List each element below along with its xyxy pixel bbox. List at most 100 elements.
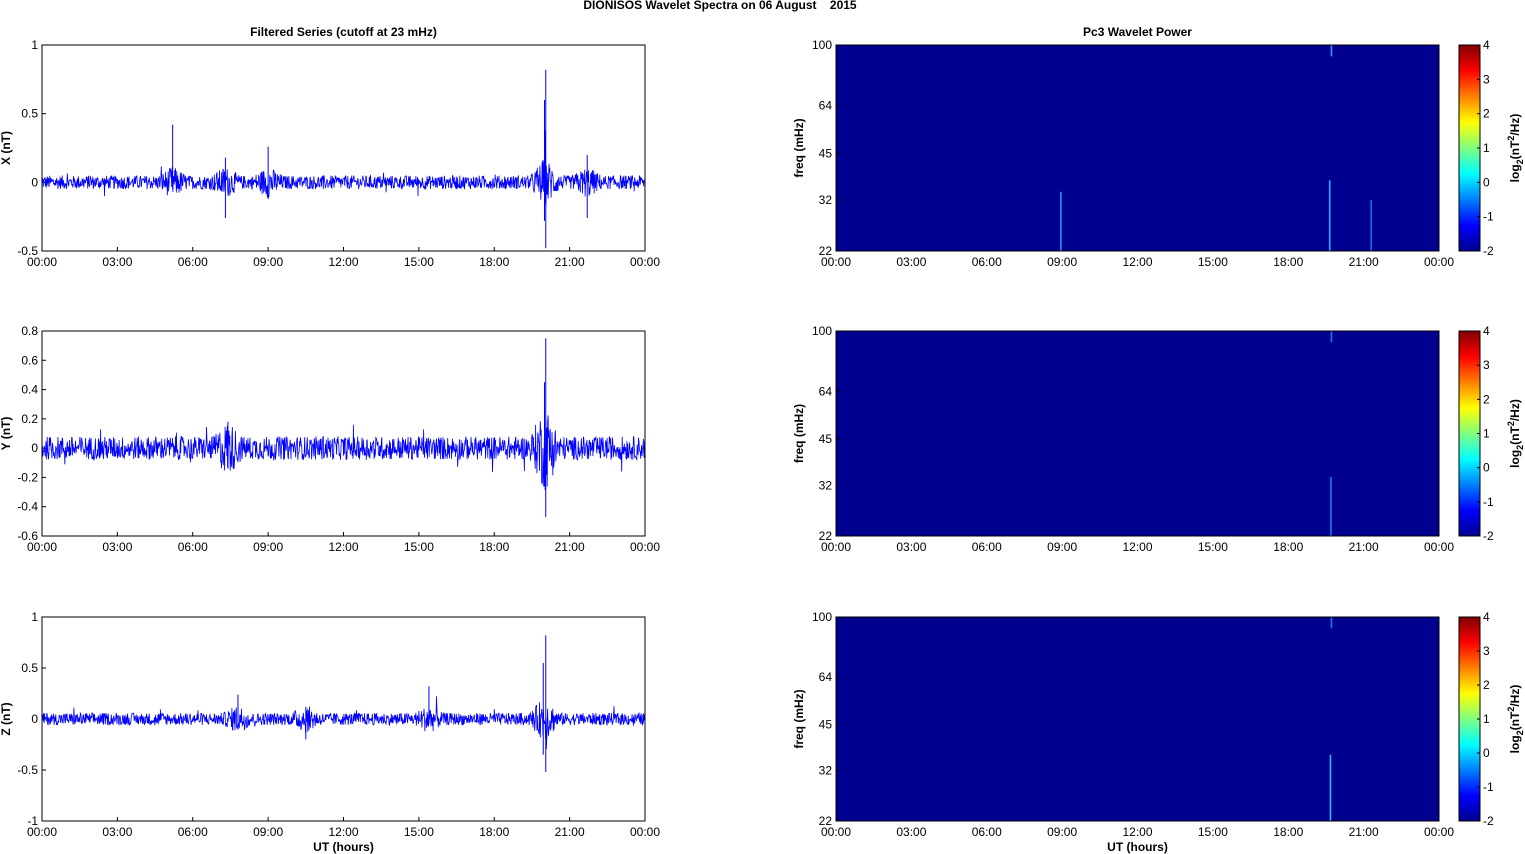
y-tick-label: 0: [31, 712, 38, 726]
x-tick-label: 18:00: [1273, 825, 1303, 839]
heatmap-background: [836, 331, 1439, 536]
x-tick-label: 09:00: [1047, 540, 1077, 554]
x-tick-label: 03:00: [102, 825, 132, 839]
colorbar: 4 3 2 1 0 -1 -2 log2(nT2/Hz): [1458, 610, 1525, 828]
x-tick-label: 00:00: [821, 540, 851, 554]
colorbar-tick-label: -1: [1483, 495, 1494, 509]
y-tick-label: -0.4: [17, 500, 38, 514]
x-tick-label: 00:00: [821, 825, 851, 839]
colorbar-tick-label: 3: [1483, 72, 1490, 86]
x-tick-label: 03:00: [896, 540, 926, 554]
y-tick-label: -0.6: [17, 529, 38, 543]
x-tick-label: 06:00: [178, 540, 208, 554]
x-tick-label: 12:00: [1122, 825, 1152, 839]
x-tick-label: 06:00: [972, 540, 1002, 554]
colorbar-tick-label: 3: [1483, 358, 1490, 372]
panel-4: 00:00 03:00 06:00 09:00 12:00 15:00 18:00 21:00…: [792, 324, 1525, 554]
x-tick-label: 00:00: [27, 255, 57, 269]
colorbar-tick-label: 1: [1483, 427, 1490, 441]
y-tick-label: 1: [31, 38, 38, 52]
x-tick-label: 15:00: [404, 540, 434, 554]
panel-3: Pc3 Wavelet Power 00:00 03:00 06:00 09:00 12:…: [792, 25, 1525, 269]
colorbar-tick-label: -2: [1483, 244, 1494, 258]
y-tick-label: 22: [819, 529, 833, 543]
y-tick-label: 1: [31, 610, 38, 624]
plot-frame: [835, 330, 1440, 537]
heatmap-feature: [1060, 191, 1062, 251]
colorbar-tick-label: 2: [1483, 678, 1490, 692]
y-axis-label: Z (nT): [0, 702, 13, 735]
y-tick-label: 45: [819, 718, 833, 732]
x-tick-label: 15:00: [404, 255, 434, 269]
x-tick-label: 03:00: [896, 255, 926, 269]
x-tick-label: 15:00: [1198, 540, 1228, 554]
colorbar-tick-label: 1: [1483, 712, 1490, 726]
x-tick-label: 09:00: [253, 540, 283, 554]
colorbar-tick-label: 4: [1483, 324, 1490, 338]
y-tick-label: -0.5: [17, 244, 38, 258]
y-tick-label: 32: [819, 193, 833, 207]
y-tick-label: 100: [812, 324, 832, 338]
colorbar-tick-label: 0: [1483, 746, 1490, 760]
x-tick-label: 09:00: [253, 255, 283, 269]
x-tick-label: 18:00: [1273, 540, 1303, 554]
y-tick-label: 45: [819, 432, 833, 446]
y-axis-label: X (nT): [0, 131, 13, 165]
x-axis-label: UT (hours): [1107, 840, 1168, 854]
y-tick-label: 22: [819, 814, 833, 828]
x-tick-label: 06:00: [178, 255, 208, 269]
x-tick-label: 12:00: [328, 255, 358, 269]
y-tick-label: 64: [819, 99, 833, 113]
y-tick-label: 0: [31, 175, 38, 189]
x-tick-label: 15:00: [404, 825, 434, 839]
colorbar-tick-label: -1: [1483, 780, 1494, 794]
colorbar: 4 3 2 1 0 -1 -2 log2(nT2/Hz): [1458, 38, 1525, 258]
x-tick-label: 21:00: [1349, 255, 1379, 269]
x-tick-label: 03:00: [102, 540, 132, 554]
y-tick-label: 0.6: [21, 353, 38, 367]
colorbar-tick-label: -2: [1483, 529, 1494, 543]
plot-frame: [41, 616, 646, 822]
plot-frame: [835, 44, 1440, 252]
panel-2: 00:00 03:00 06:00 09:00 12:00 15:00 18:00 21:00…: [0, 610, 660, 854]
x-tick-label: 18:00: [479, 540, 509, 554]
plot-frame: [835, 616, 1440, 822]
series-trace: [41, 696, 646, 749]
colorbar-tick-label: 3: [1483, 644, 1490, 658]
plot-frame: [41, 44, 646, 252]
panels: Filtered Series (cutoff at 23 mHz)00:00 0…: [0, 25, 1525, 854]
colorbar-gradient: [1458, 616, 1481, 822]
y-tick-label: 100: [812, 38, 832, 52]
heatmap-feature: [1330, 331, 1333, 343]
colorbar-label: log2(nT2/Hz): [1506, 685, 1525, 754]
y-tick-label: 32: [819, 764, 833, 778]
x-tick-label: 12:00: [328, 825, 358, 839]
figure-title: DIONISOS Wavelet Spectra on 06 August 20…: [583, 0, 857, 12]
series-trace: [41, 130, 646, 208]
x-tick-label: 03:00: [102, 255, 132, 269]
heatmap-feature: [1329, 754, 1332, 821]
x-tick-label: 21:00: [1349, 825, 1379, 839]
x-tick-label: 12:00: [1122, 255, 1152, 269]
heatmap-feature: [1370, 200, 1372, 251]
x-tick-label: 00:00: [630, 255, 660, 269]
x-axis-label: UT (hours): [313, 840, 374, 854]
x-tick-label: 15:00: [1198, 825, 1228, 839]
y-tick-label: 22: [819, 244, 833, 258]
heatmap-feature: [1328, 180, 1331, 251]
heatmap-background: [836, 45, 1439, 251]
colorbar-tick-label: 4: [1483, 38, 1490, 52]
panel-1: 00:00 03:00 06:00 09:00 12:00 15:00 18:00 21:00…: [0, 324, 660, 554]
y-axis-label: freq (mHz): [792, 404, 806, 463]
series-trace: [41, 415, 646, 491]
panel-0: Filtered Series (cutoff at 23 mHz) 00:00 0…: [0, 25, 660, 269]
colorbar-gradient: [1458, 44, 1481, 252]
y-tick-label: 32: [819, 478, 833, 492]
y-tick-label: -0.2: [17, 470, 38, 484]
x-tick-label: 06:00: [178, 825, 208, 839]
x-tick-label: 18:00: [479, 825, 509, 839]
colorbar-tick-label: 2: [1483, 392, 1490, 406]
colorbar-tick-label: 0: [1483, 461, 1490, 475]
colorbar-label: log2(nT2/Hz): [1506, 114, 1525, 183]
